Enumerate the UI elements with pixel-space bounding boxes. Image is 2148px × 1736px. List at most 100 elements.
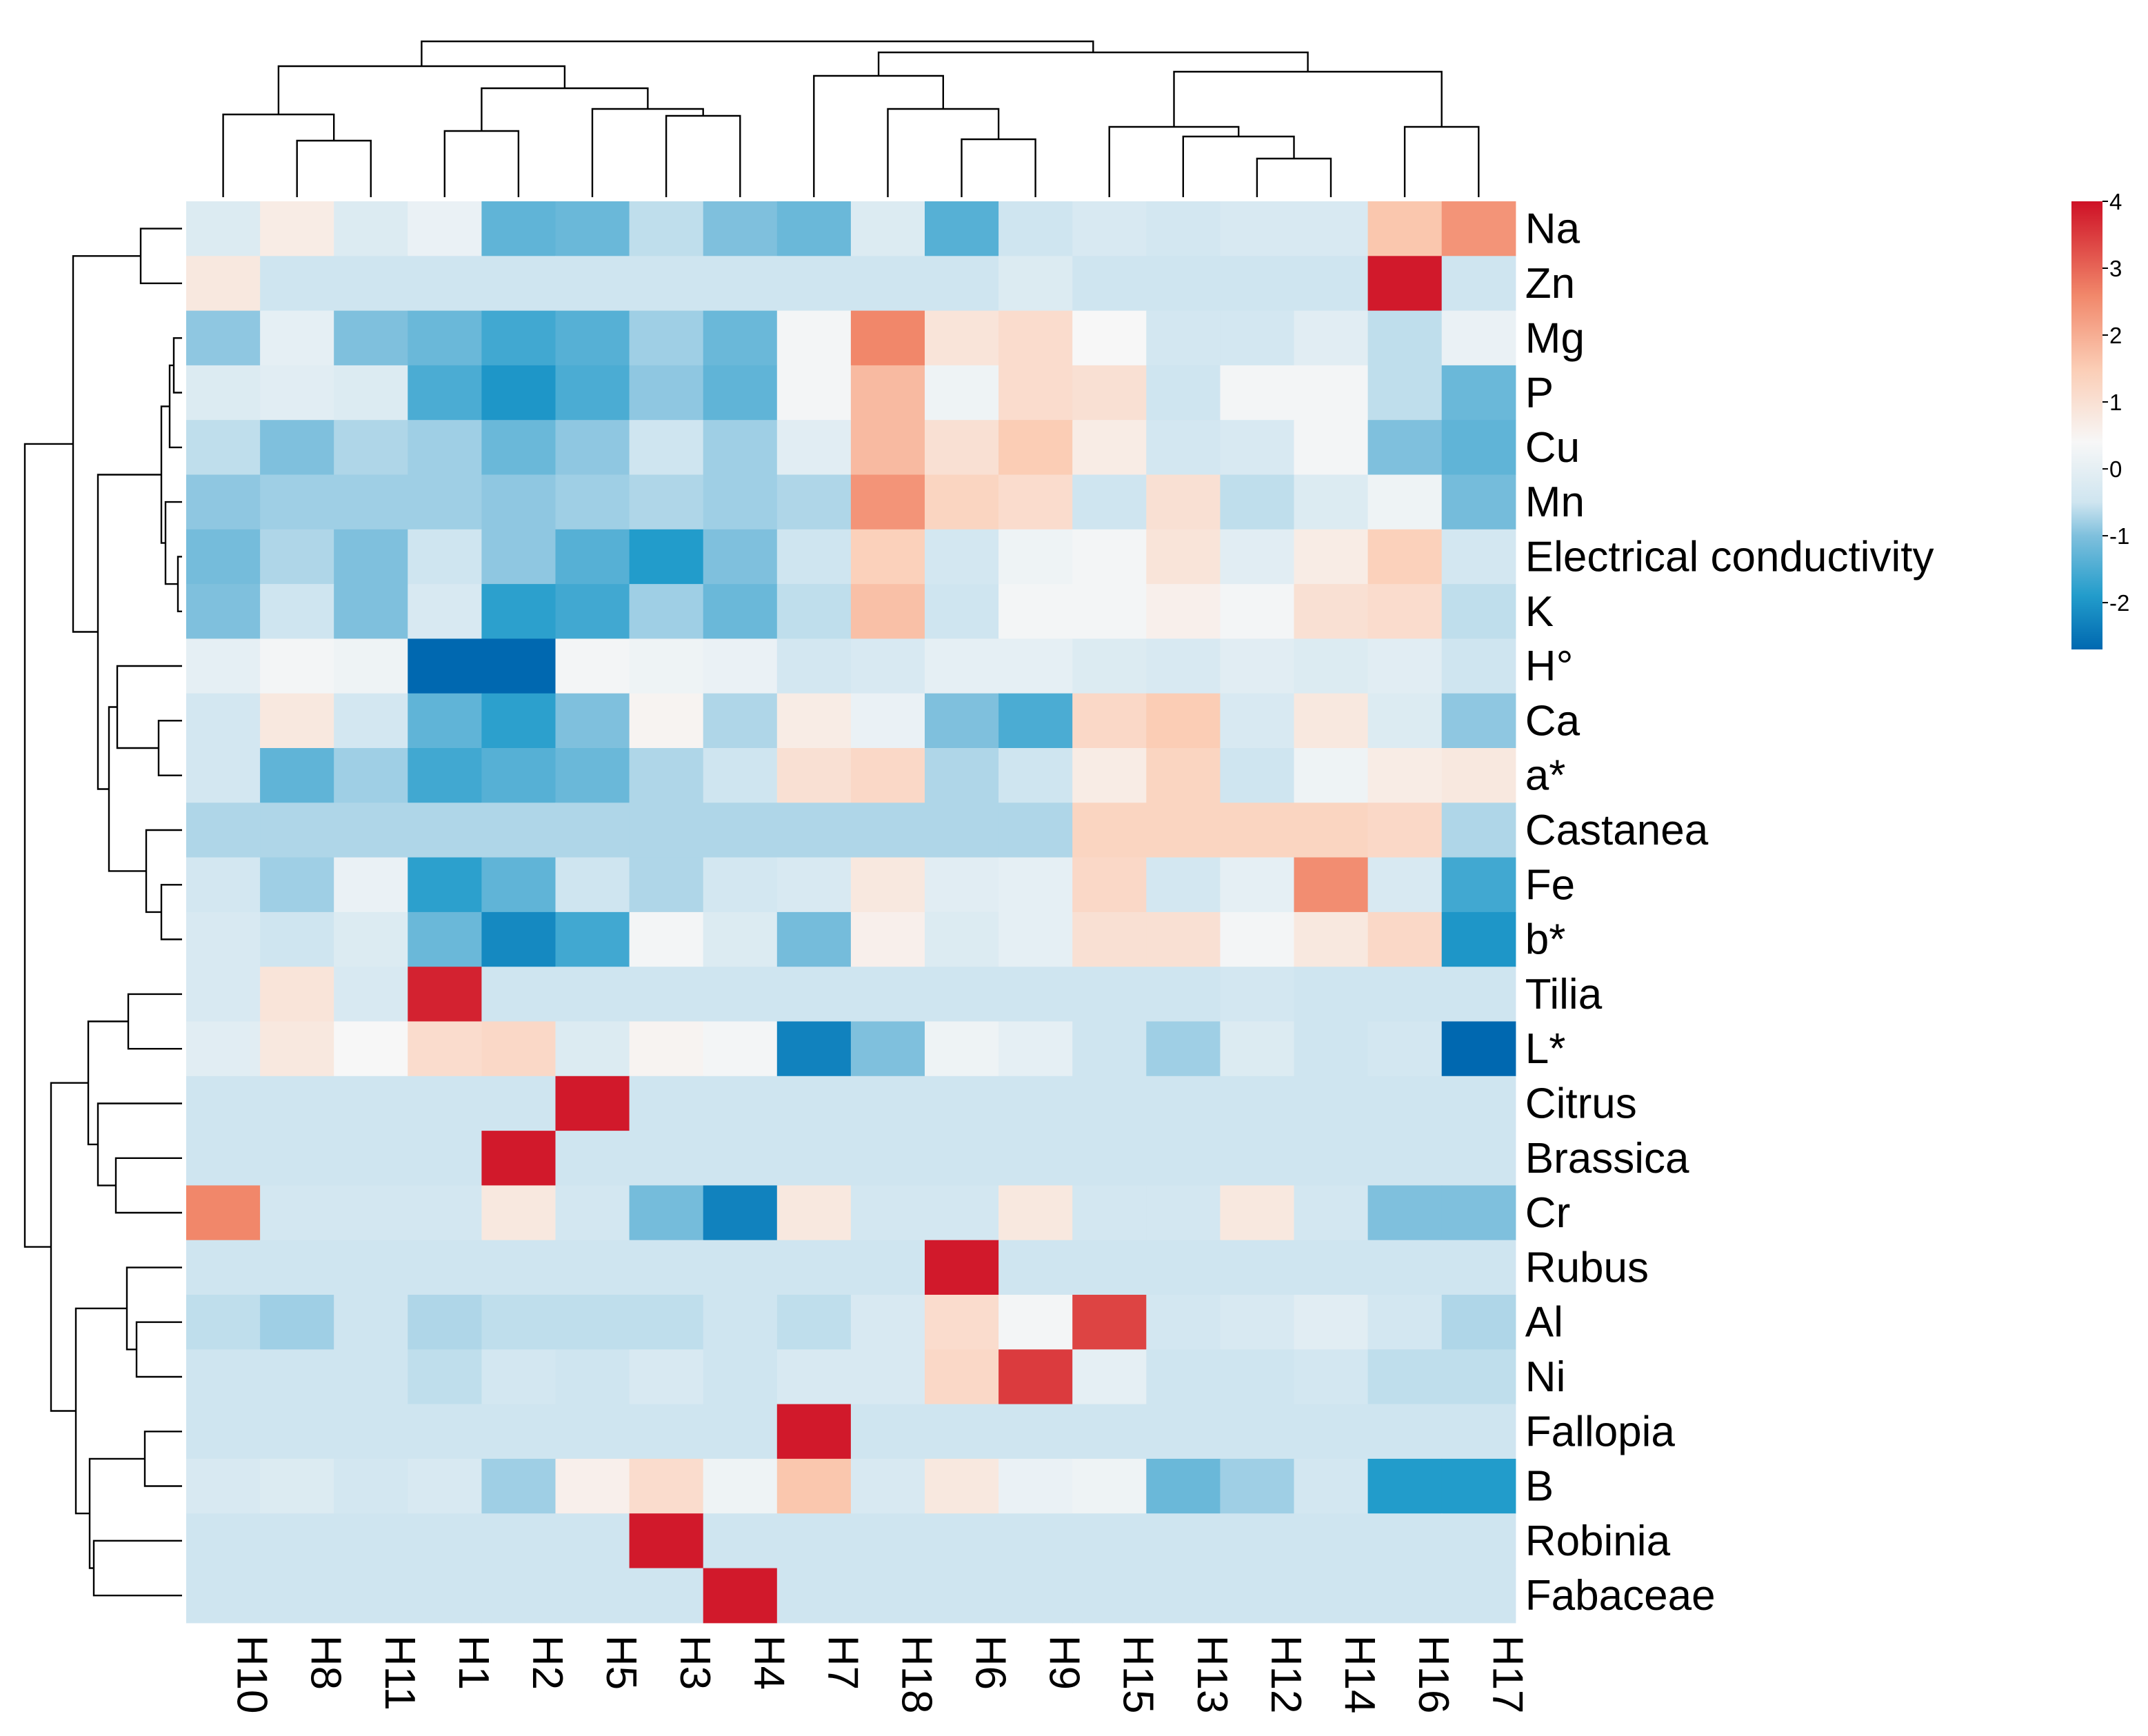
cell-b-h16	[1367, 911, 1443, 967]
row-label-mn: Mn	[1525, 478, 1585, 526]
dendrogram-branch	[135, 1321, 182, 1378]
cell-robinia-h18	[850, 1513, 925, 1569]
column-label-h9: H9	[1041, 1635, 1088, 1690]
column-label-h7: H7	[819, 1635, 866, 1690]
dendrogram-branch	[92, 1540, 182, 1597]
cell-tilia-h14	[1294, 967, 1369, 1022]
dendrogram-branch	[50, 1082, 88, 1412]
cell-fe-h8	[260, 857, 334, 913]
dendrogram-branch	[97, 1102, 182, 1187]
cell-robinia-h16	[1367, 1513, 1443, 1569]
cell-b-h9	[998, 911, 1073, 967]
cell-electrical-conductivity-h3	[629, 529, 704, 585]
cell-rubus-h6	[925, 1240, 999, 1295]
cell-zn-h16	[1367, 256, 1443, 312]
cell-h-h5	[555, 638, 630, 694]
cell-h-h17	[1441, 638, 1516, 694]
cell-citrus-h16	[1367, 1076, 1443, 1131]
row-label-cr: Cr	[1525, 1189, 1570, 1237]
cell-k-h5	[555, 584, 630, 639]
dendrogram-branch	[143, 1431, 182, 1487]
row-label-b: b*	[1525, 916, 1566, 964]
cell-citrus-h5	[555, 1076, 630, 1131]
cell-zn-h8	[260, 256, 334, 312]
column-label-h16: H16	[1409, 1635, 1457, 1714]
cell-rubus-h14	[1294, 1240, 1369, 1295]
row-label-electrical-conductivity: Electrical conductivity	[1525, 533, 1934, 581]
cell-b-h1	[408, 911, 482, 967]
cell-p-h6	[925, 365, 999, 421]
cell-b-h8	[260, 1458, 334, 1514]
cell-ca-h8	[260, 693, 334, 749]
cell-ca-h14	[1294, 693, 1369, 749]
cell-fe-h6	[925, 857, 999, 913]
cell-b-h16	[1367, 1458, 1443, 1514]
cell-fallopia-h11	[334, 1404, 408, 1460]
dendrogram-branch	[127, 993, 182, 1050]
cell-na-h16	[1367, 201, 1443, 256]
cell-ca-h3	[629, 693, 704, 749]
cell-ni-h14	[1294, 1349, 1369, 1405]
cell-robinia-h3	[629, 1513, 704, 1569]
cell-fabaceae-h1	[408, 1568, 482, 1624]
column-label-h8: H8	[302, 1635, 350, 1690]
cell-citrus-h7	[776, 1076, 852, 1131]
cell-zn-h1	[408, 256, 482, 312]
legend-tick-label: -1	[2109, 523, 2129, 549]
cell-k-h6	[925, 584, 999, 639]
cell-al-h6	[925, 1295, 999, 1350]
cell-fe-h18	[850, 857, 925, 913]
cell-fabaceae-h16	[1367, 1568, 1443, 1624]
cell-brassica-h14	[1294, 1131, 1369, 1186]
cell-castanea-h4	[703, 803, 778, 858]
cell-cr-h16	[1367, 1185, 1443, 1241]
cell-brassica-h11	[334, 1131, 408, 1186]
cell-tilia-h9	[998, 967, 1073, 1022]
cell-al-h7	[776, 1295, 852, 1350]
cell-citrus-h9	[998, 1076, 1073, 1131]
cell-cu-h11	[334, 420, 408, 476]
cell-p-h18	[850, 365, 925, 421]
cell-mg-h13	[1146, 310, 1221, 366]
cell-castanea-h10	[186, 803, 261, 858]
cell-ni-h11	[334, 1349, 408, 1405]
dendrogram-branch	[591, 108, 704, 197]
cell-h-h3	[629, 638, 704, 694]
cell-ni-h5	[555, 1349, 630, 1405]
cell-brassica-h7	[776, 1131, 852, 1186]
cell-citrus-h17	[1441, 1076, 1516, 1131]
cell-fallopia-h10	[186, 1404, 261, 1460]
cell-na-h3	[629, 201, 704, 256]
legend-tick-label: 4	[2109, 189, 2122, 214]
dendrogram-branch	[277, 65, 566, 114]
cell-castanea-h17	[1441, 803, 1516, 858]
row-label-al: Al	[1525, 1299, 1563, 1346]
cell-mg-h11	[334, 310, 408, 366]
cell-castanea-h13	[1146, 803, 1221, 858]
cell-zn-h13	[1146, 256, 1221, 312]
cell-h-h7	[776, 638, 852, 694]
cell-b-h15	[1072, 911, 1147, 967]
cell-l-h11	[334, 1021, 408, 1077]
cell-na-h9	[998, 201, 1073, 256]
cell-p-h3	[629, 365, 704, 421]
cell-zn-h2	[481, 256, 556, 312]
cell-fallopia-h9	[998, 1404, 1073, 1460]
cell-castanea-h12	[1220, 803, 1295, 858]
cell-a-h14	[1294, 748, 1369, 803]
cell-brassica-h6	[925, 1131, 999, 1186]
cell-mn-h10	[186, 474, 261, 530]
cell-mg-h6	[925, 310, 999, 366]
cell-cu-h3	[629, 420, 704, 476]
cell-tilia-h12	[1220, 967, 1295, 1022]
row-label-cu: Cu	[1525, 424, 1580, 472]
cell-mg-h14	[1294, 310, 1369, 366]
dendrogram-branch	[172, 337, 182, 394]
cell-ca-h13	[1146, 693, 1221, 749]
cell-tilia-h7	[776, 967, 852, 1022]
cell-electrical-conductivity-h2	[481, 529, 556, 585]
cell-h-h2	[481, 638, 556, 694]
cell-cr-h14	[1294, 1185, 1369, 1241]
cell-a-h12	[1220, 748, 1295, 803]
cell-a-h17	[1441, 748, 1516, 803]
